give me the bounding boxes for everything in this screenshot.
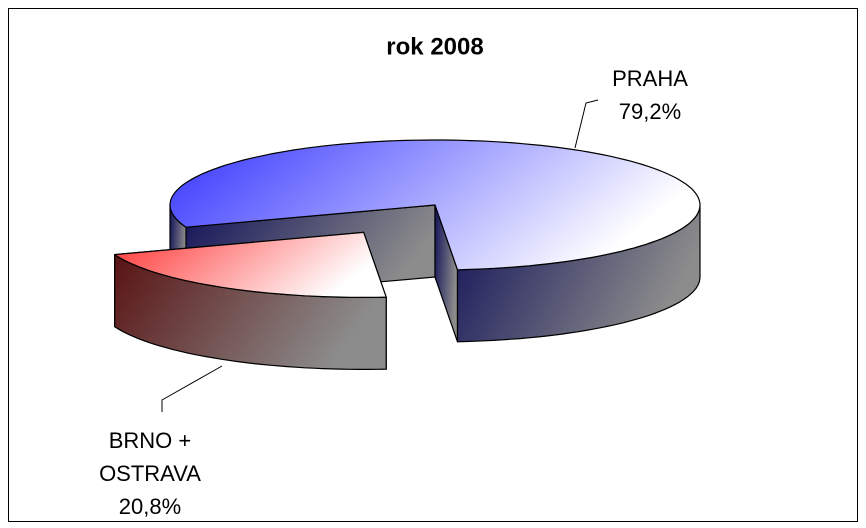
slice-label: PRAHA 79,2% [570,62,730,128]
slice-top [169,139,701,271]
leader-line [161,365,223,412]
pie [114,139,701,370]
slice-label: BRNO + OSTRAVA 20,8% [70,424,230,523]
slice-top [114,231,387,298]
value-label: 79,2% [618,99,682,124]
category-label: PRAHA [612,66,688,91]
leader-line [574,99,599,149]
value-label: 20,8% [118,494,182,519]
chart-title: rok 2008 [386,33,483,60]
category-label: BRNO + OSTRAVA [99,428,201,486]
